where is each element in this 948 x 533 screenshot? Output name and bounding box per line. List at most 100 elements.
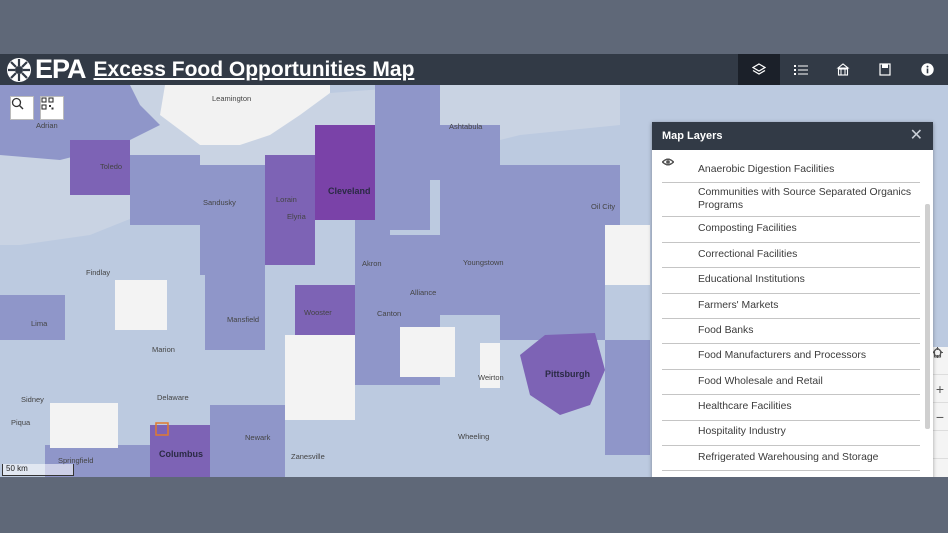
layer-label: Food Manufacturers and Processors (698, 350, 867, 362)
layer-list: Anaerobic Digestion Facilities Communitie… (662, 158, 920, 477)
info-button[interactable] (906, 54, 948, 85)
layer-item[interactable]: Restaurants and Food Services (662, 158, 920, 477)
city-label: Sandusky (203, 198, 236, 207)
info-icon (920, 63, 934, 76)
close-icon[interactable]: ✕ (909, 127, 923, 144)
city-label: Ashtabula (449, 122, 483, 131)
map-side-controls: + − (932, 347, 948, 477)
layer-label: Food Wholesale and Retail (698, 375, 823, 387)
county-region (375, 85, 440, 180)
city-label: Marion (152, 345, 175, 354)
city-label: Weirton (478, 373, 504, 382)
city-label: Alliance (410, 288, 437, 297)
layer-label: Composting Facilities (698, 223, 797, 235)
basemap-button[interactable] (822, 54, 864, 85)
epa-logo-text: EPA (35, 54, 87, 84)
county-no-data (605, 225, 650, 285)
layer-item[interactable]: Educational Institutions (662, 158, 920, 294)
map-view[interactable]: Leamington Adrian Toledo Sandusky Lorain… (0, 85, 948, 477)
county-no-data (480, 343, 500, 388)
county-region (295, 285, 355, 335)
city-label: Wooster (304, 308, 332, 317)
county-allegheny (520, 333, 605, 415)
city-label: Zanesville (291, 452, 325, 461)
layer-label: Anaerobic Digestion Facilities (698, 163, 835, 175)
app-title[interactable]: Excess Food Opportunities Map (93, 57, 415, 81)
home-button[interactable] (932, 347, 948, 459)
city-label: Akron (362, 259, 382, 268)
layer-label: Refrigerated Warehousing and Storage (698, 451, 879, 463)
county-cuyahoga (315, 125, 375, 220)
layer-label: Communities with Source Separated Organi… (698, 187, 912, 211)
county-region (210, 405, 285, 477)
legend-button[interactable] (780, 54, 822, 85)
city-label: Lima (31, 319, 48, 328)
zoom-in-button[interactable]: + (932, 375, 948, 403)
map-layers-panel: Map Layers ✕ Anaerobic Digestion Facilit… (652, 122, 933, 477)
city-label: Mansfield (227, 315, 260, 324)
layer-item[interactable]: Food Manufacturers and Processors (662, 158, 920, 370)
layers-icon (752, 62, 766, 75)
qr-code-icon (41, 97, 54, 110)
county-region (0, 295, 65, 340)
epa-flower-icon (7, 57, 31, 82)
minus-icon: − (935, 408, 945, 425)
layer-label: Educational Institutions (698, 274, 805, 286)
county-no-data (115, 280, 167, 330)
scale-bar: 50 km (2, 464, 74, 476)
city-label: Sidney (21, 395, 44, 404)
qr-button[interactable] (40, 96, 64, 120)
layer-label: Farmers' Markets (698, 299, 779, 311)
county-no-data (400, 327, 455, 377)
canada-land (160, 85, 330, 145)
search-button[interactable] (10, 96, 34, 120)
layer-item[interactable]: Farmers' Markets (662, 158, 920, 319)
layer-item[interactable]: Anaerobic Digestion Facilities (662, 158, 920, 184)
layer-label: Hospitality Industry (698, 426, 786, 438)
city-label: Pittsburgh (545, 369, 590, 379)
layer-item[interactable]: Refrigerated Warehousing and Storage (662, 158, 920, 472)
county-no-data (50, 403, 118, 448)
county-region (355, 220, 390, 285)
basemap-icon (836, 62, 850, 76)
location-marker[interactable] (155, 422, 169, 436)
bookmark-button[interactable] (864, 54, 906, 85)
county-region (200, 165, 265, 275)
panel-title: Map Layers (662, 130, 723, 142)
city-label: Newark (245, 433, 271, 442)
panel-header: Map Layers ✕ (652, 122, 933, 150)
layer-item[interactable]: Healthcare Facilities (662, 158, 920, 421)
county-region (375, 180, 430, 230)
zoom-out-button[interactable]: − (932, 403, 948, 431)
layer-item[interactable]: Food Banks (662, 158, 920, 345)
epa-logo: EPA (6, 54, 87, 85)
bookmark-icon (879, 63, 891, 76)
layer-item[interactable]: Composting Facilities (662, 158, 920, 243)
city-label: Oil City (591, 202, 616, 211)
county-region (70, 140, 130, 195)
city-label: Lorain (276, 195, 297, 204)
app-header: EPA Excess Food Opportunities Map (0, 54, 948, 85)
city-label: Findlay (86, 268, 111, 277)
city-label: Delaware (157, 393, 189, 402)
county-no-data (285, 335, 355, 420)
layer-item[interactable]: Hospitality Industry (662, 158, 920, 446)
city-label: Youngstown (463, 258, 504, 267)
panel-scrollbar[interactable] (925, 204, 930, 429)
layer-label: Healthcare Facilities (698, 401, 792, 413)
city-label: Springfield (58, 456, 94, 465)
city-label: Leamington (212, 94, 252, 103)
county-region (205, 255, 265, 350)
city-label: Toledo (100, 162, 123, 171)
map-canvas[interactable] (0, 85, 948, 477)
layers-button[interactable] (738, 54, 780, 85)
layer-item[interactable]: Food Wholesale and Retail (662, 158, 920, 396)
city-label: Canton (377, 309, 402, 318)
county-region (265, 155, 315, 265)
county-region (440, 125, 500, 235)
layer-label: Food Banks (698, 324, 754, 336)
layer-item[interactable]: Communities with Source Separated Organi… (662, 158, 920, 218)
county-region (500, 165, 620, 245)
county-region (500, 245, 605, 340)
layer-item[interactable]: Correctional Facilities (662, 158, 920, 269)
